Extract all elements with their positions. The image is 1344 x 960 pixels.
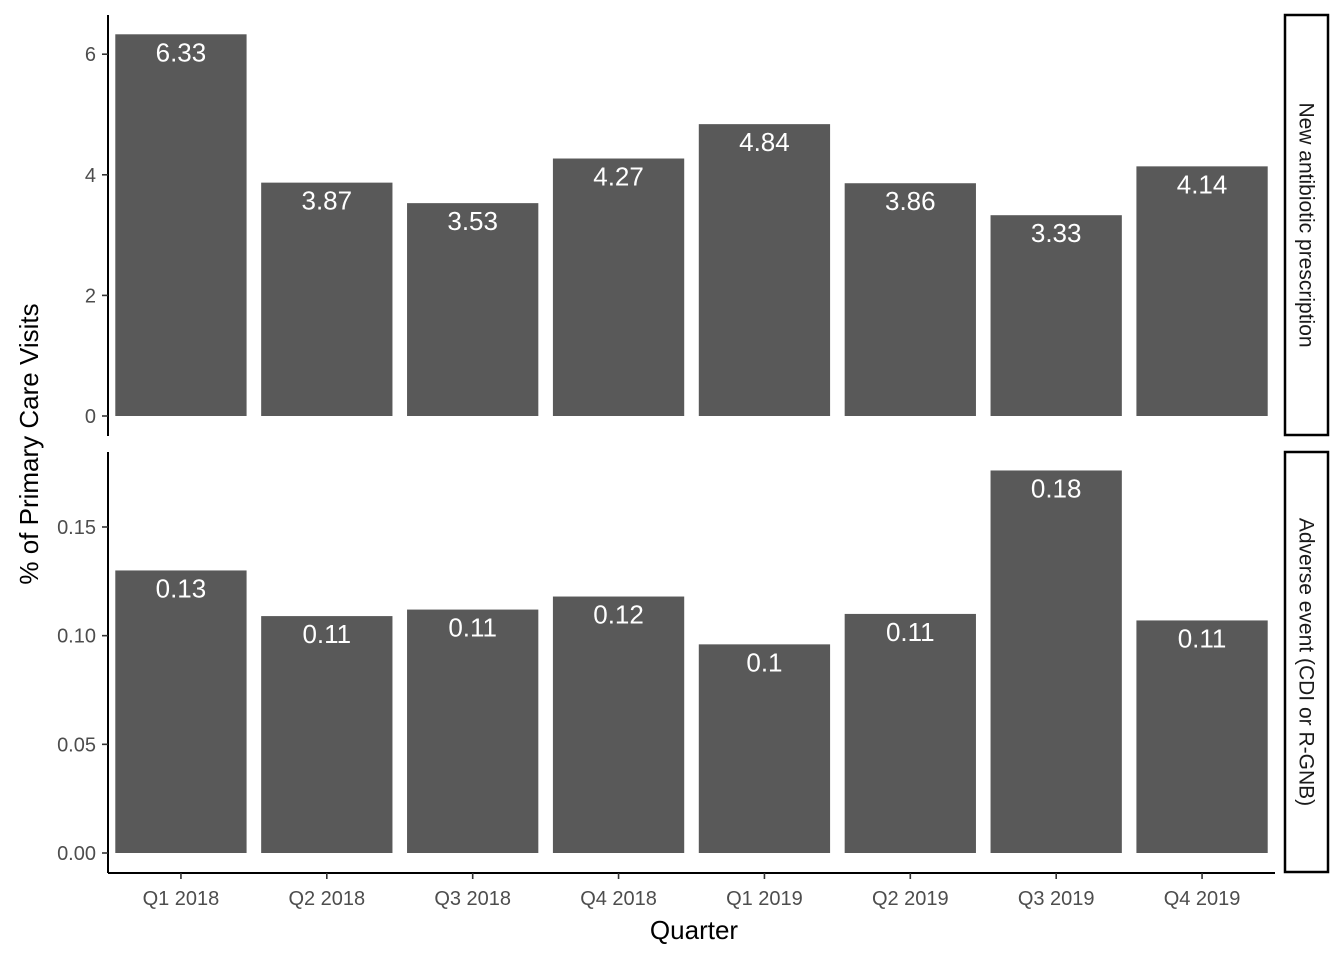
bar-q4-2019 [1136,166,1268,416]
bar-q4-2019 [1136,620,1268,853]
bar-value-label: 0.18 [1031,473,1082,503]
bar-q1-2018 [115,570,247,853]
bar-q1-2019 [698,644,831,853]
y-axis-title: % of Primary Care Visits [14,303,44,584]
y-tick-label: 4 [85,165,96,187]
y-tick-label: 2 [85,285,96,307]
bar-value-label: 0.1 [746,647,782,677]
bar-q2-2018 [261,616,393,853]
bar-value-label: 3.86 [885,186,936,216]
facet-strip-label: New antibiotic prescription [1295,102,1318,347]
y-tick-label: 0.10 [57,626,96,648]
bar-value-label: 0.13 [156,573,207,603]
bar-value-label: 3.53 [447,206,498,236]
x-tick-label: Q1 2018 [143,888,220,910]
panel-1: 0 2 4 6 6.33 3.87 3.53 4.27 4.84 3.86 3.33 4.14 New … [85,13,1330,437]
x-tick-label: Q2 2018 [288,888,365,910]
panel-2: 0.00 0.05 0.10 0.15 0.13 0.11 0.11 0.12 0.1 0.11 0… [57,450,1330,874]
bar-value-label: 4.14 [1177,169,1228,199]
bar-value-label: 6.33 [156,37,207,67]
bar-value-label: 0.11 [448,613,497,643]
bar-q2-2019 [844,183,976,416]
chart-panels: 0 2 4 6 6.33 3.87 3.53 4.27 4.84 3.86 3.33 4.14 New … [57,13,1330,874]
y-tick-label: 0.00 [57,843,96,865]
bar-q3-2018 [407,609,539,853]
bar-value-label: 0.12 [593,600,644,630]
bar-q1-2019 [698,124,831,417]
bar-q2-2018 [261,182,393,416]
bar-q3-2019 [990,470,1122,853]
y-tick-label: 0.05 [57,734,96,756]
x-tick-label: Q1 2019 [726,888,803,910]
facet-strip-label: Adverse event (CDI or R-GNB) [1295,518,1318,806]
y-tick-label: 0 [85,406,96,428]
x-axis-title: Quarter [650,915,738,945]
bar-value-label: 0.11 [302,619,351,649]
bar-value-label: 0.11 [1178,623,1227,653]
bar-value-label: 4.27 [593,162,644,192]
x-tick-label: Q4 2018 [580,888,657,910]
bar-q1-2018 [115,34,247,417]
facet-strip [1283,13,1330,437]
bar-value-label: 4.84 [739,127,790,157]
x-axis: Q1 2018 Q2 2018 Q3 2018 Q4 2018 Q1 2019 Q2 20… [108,872,1275,910]
bar-q3-2019 [990,215,1122,416]
y-tick-label: 6 [85,44,96,66]
x-tick-label: Q2 2019 [872,888,949,910]
bar-value-label: 3.87 [302,186,353,216]
y-tick-label: 0.15 [57,517,96,539]
bar-value-label: 0.11 [886,617,935,647]
x-tick-label: Q4 2019 [1164,888,1241,910]
x-tick-label: Q3 2019 [1018,888,1095,910]
bar-q3-2018 [407,203,539,416]
bar-q2-2019 [844,613,976,853]
bar-q4-2018 [552,158,685,416]
facet-strip [1283,450,1330,874]
bar-value-label: 3.33 [1031,218,1082,248]
bar-q4-2018 [552,596,685,853]
x-tick-label: Q3 2018 [434,888,511,910]
